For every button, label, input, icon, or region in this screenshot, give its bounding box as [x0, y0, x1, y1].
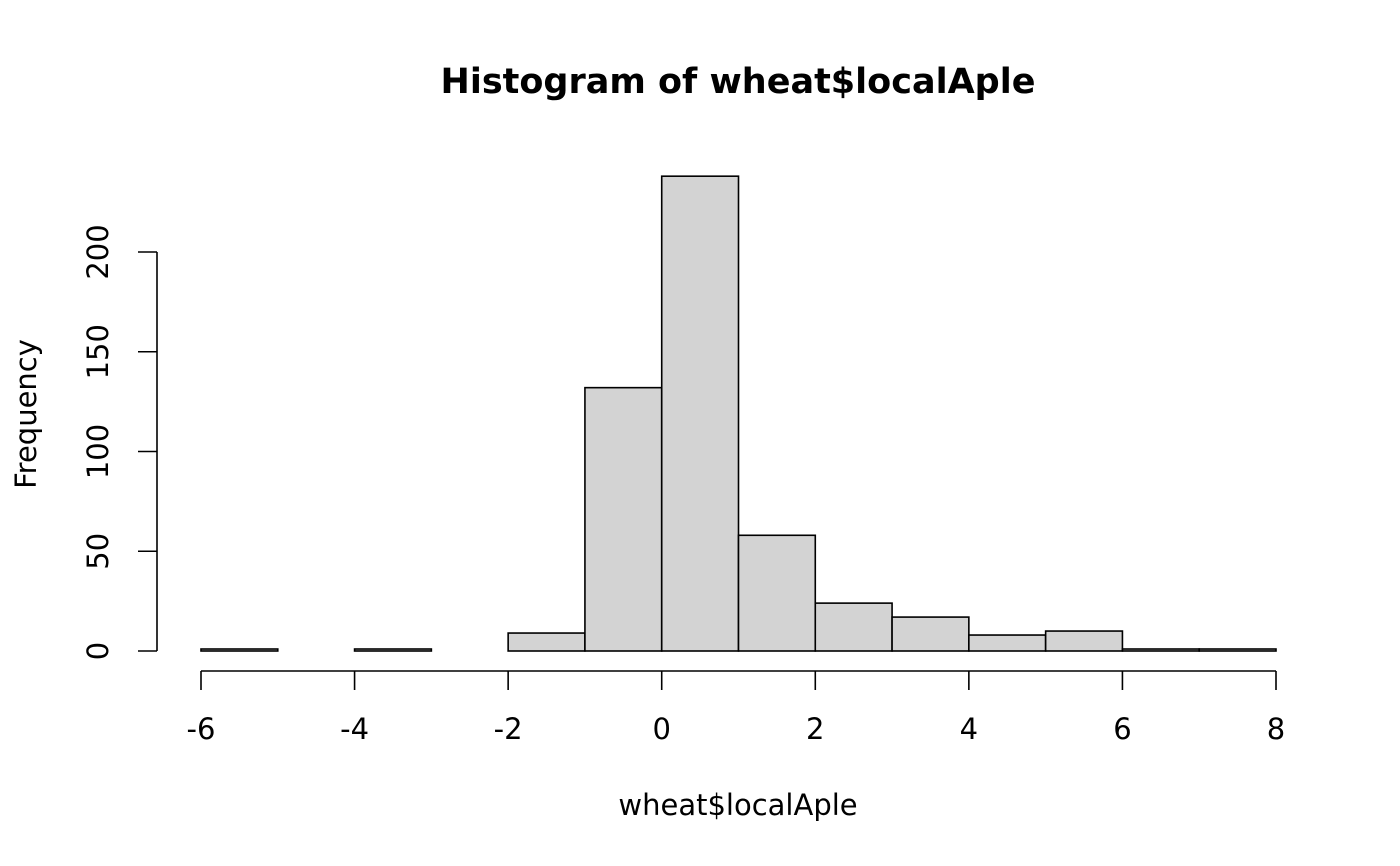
y-axis-label: Frequency — [9, 339, 43, 489]
histogram-bar — [1121, 648, 1201, 652]
histogram-bar — [968, 634, 1047, 652]
bars-group — [200, 175, 1277, 652]
histogram-bar — [200, 648, 279, 652]
x-axis: -6 -4 -2 0 2 4 6 8 — [187, 670, 1285, 746]
histogram-bar — [584, 386, 663, 652]
x-tick-label: 6 — [1113, 712, 1131, 746]
chart-title: Histogram of wheat$localAple — [441, 62, 1036, 102]
y-axis: 0 50 100 150 200 — [81, 224, 158, 660]
y-tick-label: 50 — [81, 533, 115, 570]
histogram-bar — [507, 632, 586, 652]
histogram-bar — [737, 534, 817, 652]
x-tick-label: -6 — [187, 712, 216, 746]
x-tick-label: 4 — [960, 712, 978, 746]
x-tick-label: 2 — [806, 712, 824, 746]
histogram-bar — [891, 616, 970, 652]
histogram-bar — [814, 602, 893, 652]
histogram-bar — [1198, 648, 1277, 652]
x-tick-label: -2 — [494, 712, 523, 746]
histogram-bar — [353, 648, 433, 652]
y-tick-label: 200 — [81, 224, 115, 279]
y-tick-label: 0 — [81, 642, 115, 660]
x-tick-label: 8 — [1267, 712, 1285, 746]
x-tick-label: -4 — [340, 712, 369, 746]
y-tick-label: 100 — [81, 424, 115, 479]
histogram-bar — [660, 175, 740, 652]
x-tick-label: 0 — [652, 712, 670, 746]
histogram-bar — [1044, 630, 1124, 652]
x-axis-label: wheat$localAple — [618, 788, 857, 822]
y-tick-label: 150 — [81, 324, 115, 379]
